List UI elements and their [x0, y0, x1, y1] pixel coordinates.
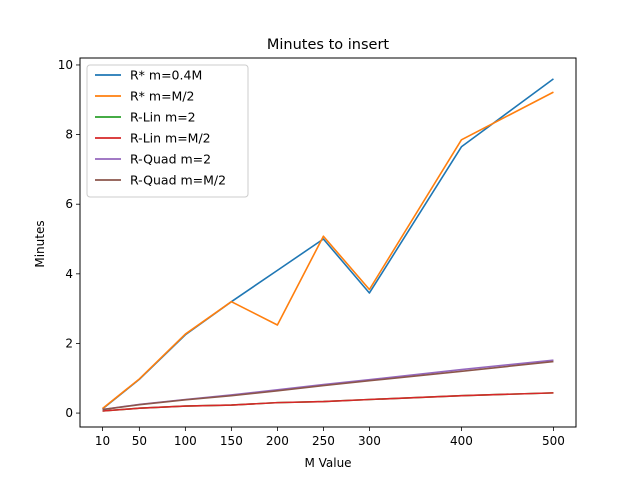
x-axis: 10 50 100 150 200 250 300 400 500: [95, 427, 565, 448]
series-line-r-quad-m-m-2: [102, 360, 554, 411]
series-lines: [102, 78, 554, 412]
plot-frame: [79, 57, 577, 428]
legend-box: [86, 64, 249, 198]
legend-label: R* m=M/2: [130, 89, 195, 104]
legend-label: R-Quad m=2: [130, 152, 211, 167]
y-tick-label: 10: [58, 58, 73, 72]
series-line-r-m-m-2: [102, 91, 554, 410]
y-tick-label: 4: [65, 267, 73, 281]
x-tick-label: 150: [220, 434, 243, 448]
legend-label: R-Lin m=2: [130, 110, 196, 125]
x-tick-label: 100: [174, 434, 197, 448]
y-tick-label: 0: [65, 406, 73, 420]
x-tick-label: 250: [312, 434, 335, 448]
x-tick-label: 200: [266, 434, 289, 448]
x-axis-label: M Value: [304, 456, 351, 470]
y-tick-label: 2: [65, 336, 73, 350]
y-axis: 0 2 4 6 8 10: [58, 58, 80, 420]
x-tick-label: 50: [132, 434, 147, 448]
legend-label: R-Quad m=M/2: [130, 173, 226, 188]
legend: R* m=0.4M R* m=M/2 R-Lin m=2 R-Lin m=M/2 R-Q…: [86, 64, 249, 198]
x-tick-label: 10: [95, 434, 110, 448]
legend-label: R-Lin m=M/2: [130, 131, 211, 146]
series-line-r-lin-m-m-2: [102, 392, 554, 412]
y-tick-label: 6: [65, 197, 73, 211]
legend-label: R* m=0.4M: [130, 68, 202, 83]
chart-title: Minutes to insert: [267, 37, 390, 53]
y-tick-label: 8: [65, 128, 73, 142]
y-axis-label: Minutes: [33, 220, 47, 267]
x-tick-label: 400: [450, 434, 473, 448]
x-tick-label: 300: [358, 434, 381, 448]
x-tick-label: 500: [542, 434, 565, 448]
